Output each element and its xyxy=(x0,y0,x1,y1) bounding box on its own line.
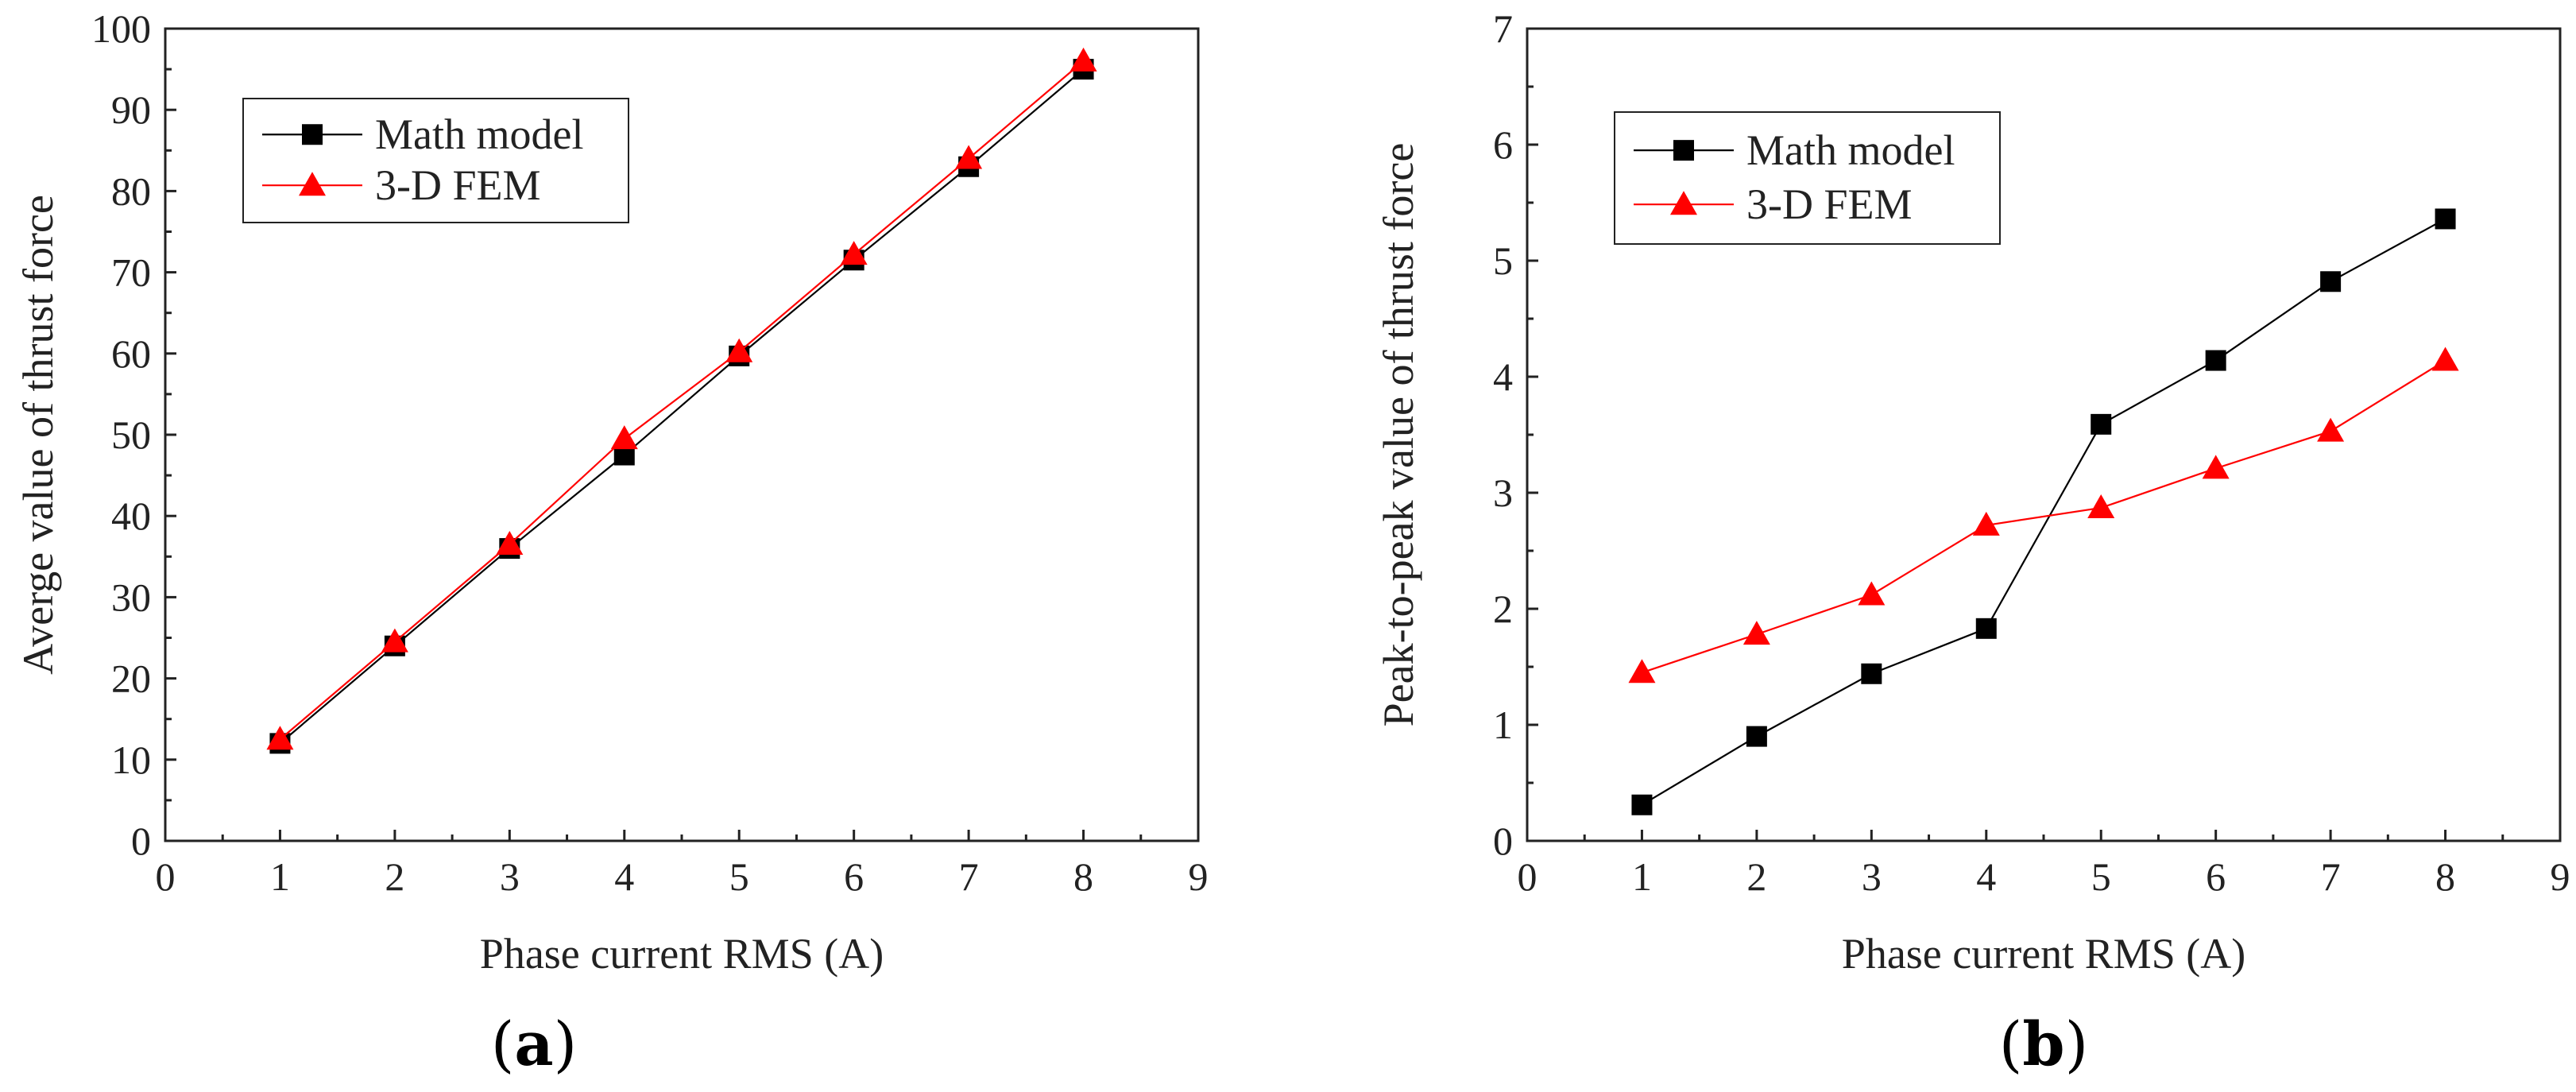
x-tick-label: 1 xyxy=(1632,854,1652,899)
legend-label-3d-fem: 3-D FEM xyxy=(375,161,541,209)
y-axis-label: Averge value of thrust force xyxy=(14,195,62,675)
data-point-3d-fem xyxy=(2202,455,2230,479)
data-point-math-model xyxy=(1631,794,1653,815)
x-tick-label: 4 xyxy=(1976,854,1996,899)
x-tick-label: 5 xyxy=(2091,854,2111,899)
y-tick-label: 2 xyxy=(1493,587,1513,631)
legend-marker-3d-fem xyxy=(299,172,326,196)
data-point-3d-fem xyxy=(2317,417,2345,442)
x-tick-label: 6 xyxy=(2206,854,2226,899)
x-tick-label: 7 xyxy=(2321,854,2341,899)
series-line-3d-fem xyxy=(279,60,1085,741)
legend-label-math-model: Math model xyxy=(375,110,583,158)
y-tick-label: 0 xyxy=(131,819,151,863)
data-point-math-model xyxy=(2091,413,2112,435)
y-tick-label: 6 xyxy=(1493,122,1513,167)
x-tick-label: 1 xyxy=(270,854,290,899)
panel-label-a: (a) xyxy=(491,1009,578,1079)
y-tick-label: 80 xyxy=(111,168,151,213)
legend-marker-3d-fem xyxy=(1670,191,1697,215)
data-point-3d-fem xyxy=(1858,581,1886,606)
x-tick-label: 6 xyxy=(844,854,864,899)
legend-marker-math-model xyxy=(302,124,323,145)
y-tick-label: 10 xyxy=(111,738,151,782)
y-tick-label: 3 xyxy=(1493,470,1513,515)
data-point-3d-fem xyxy=(496,530,524,555)
panel-label-b-close: ) xyxy=(2065,1009,2089,1079)
y-tick-label: 60 xyxy=(111,331,151,376)
x-tick-label: 4 xyxy=(614,854,634,899)
data-point-3d-fem xyxy=(266,726,294,750)
panel-label-a-letter: a xyxy=(514,1009,553,1079)
series-line-math-model xyxy=(1641,218,2446,806)
legend-box xyxy=(1614,111,2001,245)
x-tick-label: 2 xyxy=(1746,854,1766,899)
data-point-3d-fem xyxy=(840,241,868,265)
x-tick-label: 2 xyxy=(385,854,404,899)
data-point-math-model xyxy=(2320,271,2342,292)
y-tick-label: 40 xyxy=(111,494,151,538)
x-axis-label: Phase current RMS (A) xyxy=(480,930,884,978)
data-point-math-model xyxy=(1861,663,1882,684)
data-point-3d-fem xyxy=(1628,659,1656,683)
y-tick-label: 0 xyxy=(1493,819,1513,863)
x-tick-label: 8 xyxy=(2435,854,2455,899)
data-point-math-model xyxy=(1746,726,1767,747)
panel-label-a-open: ( xyxy=(491,1009,515,1079)
data-point-3d-fem xyxy=(1972,511,2000,536)
x-tick-label: 3 xyxy=(1862,854,1882,899)
chart-b: 0 1 2 3 4 5 6 7 8 9 0 1 2 3 4 5 6 7 Phase current RMS (A) P… xyxy=(1375,6,2570,978)
panel-label-b-letter: b xyxy=(2022,1009,2064,1079)
panel-label-b: (b) xyxy=(1999,1009,2088,1079)
data-point-3d-fem xyxy=(2431,347,2459,371)
data-point-3d-fem xyxy=(955,145,983,169)
data-point-math-model xyxy=(2205,350,2226,371)
x-tick-label: 8 xyxy=(1073,854,1093,899)
data-point-3d-fem xyxy=(610,425,638,450)
y-tick-label: 1 xyxy=(1493,703,1513,747)
y-tick-label: 20 xyxy=(111,656,151,701)
y-axis-label: Peak-to-peak value of thrust force xyxy=(1375,143,1422,727)
legend-marker-math-model xyxy=(1673,140,1694,161)
series-line-math-model xyxy=(279,68,1085,745)
data-point-math-model xyxy=(1975,618,1997,639)
x-tick-label: 0 xyxy=(1518,854,1537,899)
x-tick-label: 9 xyxy=(2551,854,2570,899)
legend-label-3d-fem: 3-D FEM xyxy=(1746,180,1913,228)
panel-label-a-close: ) xyxy=(554,1009,578,1079)
y-tick-label: 70 xyxy=(111,250,151,295)
legend-label-math-model: Math model xyxy=(1746,126,1955,174)
data-point-3d-fem xyxy=(381,628,408,652)
data-point-3d-fem xyxy=(1742,621,1770,645)
data-point-3d-fem xyxy=(1069,47,1097,72)
x-tick-label: 7 xyxy=(959,854,979,899)
y-tick-label: 50 xyxy=(111,412,151,457)
legend-box xyxy=(242,98,629,223)
x-tick-label: 5 xyxy=(729,854,749,899)
panel-label-b-open: ( xyxy=(1999,1009,2023,1079)
x-tick-label: 3 xyxy=(500,854,520,899)
x-tick-label: 0 xyxy=(156,854,176,899)
series-line-3d-fem xyxy=(1642,359,2446,674)
data-point-3d-fem xyxy=(725,338,753,362)
data-point-3d-fem xyxy=(2087,494,2115,518)
y-tick-label: 100 xyxy=(91,6,151,51)
x-tick-label: 9 xyxy=(1189,854,1209,899)
x-axis-label: Phase current RMS (A) xyxy=(1842,930,2245,978)
y-tick-label: 90 xyxy=(111,87,151,132)
y-tick-label: 5 xyxy=(1493,238,1513,283)
y-tick-label: 7 xyxy=(1493,6,1513,51)
y-tick-label: 4 xyxy=(1493,354,1513,399)
y-tick-label: 30 xyxy=(111,575,151,619)
data-point-math-model xyxy=(2435,208,2456,230)
